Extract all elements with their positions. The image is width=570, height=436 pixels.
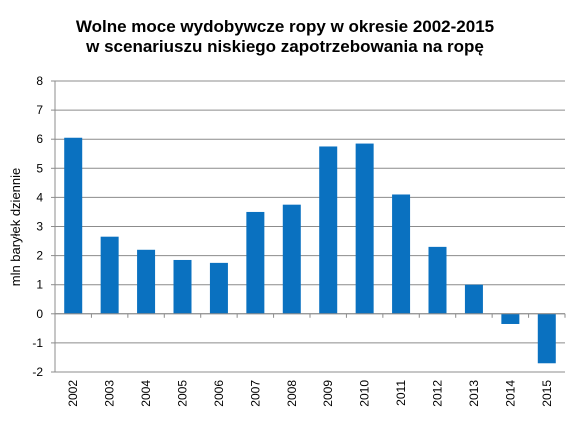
gridlines bbox=[55, 80, 565, 373]
x-tick-label: 2012 bbox=[431, 380, 445, 407]
chart-title-line2: w scenariuszu niskiego zapotrzebowania n… bbox=[86, 37, 484, 56]
bar-2002 bbox=[64, 137, 83, 314]
y-tick-label: 7 bbox=[36, 103, 43, 117]
bars bbox=[64, 137, 556, 364]
x-tick-label: 2002 bbox=[66, 380, 80, 407]
bar-2009 bbox=[319, 146, 338, 314]
axes bbox=[51, 80, 566, 373]
y-tick-label: 1 bbox=[36, 278, 43, 292]
y-tick-labels: -2 -1 0 1 2 3 4 5 6 7 8 bbox=[32, 74, 43, 379]
y-tick-label: 4 bbox=[36, 190, 43, 204]
x-tick-label: 2003 bbox=[103, 380, 117, 407]
bar-2008 bbox=[282, 204, 301, 314]
x-tick-label: 2004 bbox=[139, 380, 153, 407]
y-tick-label: 2 bbox=[36, 249, 43, 263]
x-tick-label: 2015 bbox=[540, 380, 554, 407]
bar-2015 bbox=[537, 313, 556, 364]
y-axis-label: mln baryłek dziennie bbox=[8, 168, 23, 287]
x-tick-label: 2008 bbox=[285, 380, 299, 407]
bar-2006 bbox=[209, 262, 228, 314]
bar-2012 bbox=[428, 246, 447, 314]
x-tick-label: 2013 bbox=[467, 380, 481, 407]
bar-2003 bbox=[100, 236, 119, 314]
y-tick-label: 8 bbox=[36, 74, 43, 88]
x-tick-label: 2009 bbox=[321, 380, 335, 407]
bar-2004 bbox=[137, 249, 156, 314]
bar-2010 bbox=[355, 143, 374, 314]
x-tick-label: 2010 bbox=[358, 380, 372, 407]
x-tick-label: 2011 bbox=[394, 380, 408, 406]
bar-2007 bbox=[246, 211, 265, 314]
x-tick-label: 2007 bbox=[248, 380, 262, 407]
y-tick-label: 6 bbox=[36, 132, 43, 146]
bar-2014 bbox=[501, 313, 520, 324]
bar-2005 bbox=[173, 259, 192, 314]
chart-title-line1: Wolne moce wydobywcze ropy w okresie 200… bbox=[75, 17, 495, 36]
bar-2013 bbox=[464, 284, 483, 314]
x-tick-labels: 2002 2003 2004 2005 2006 2007 2008 2009 2010 2011… bbox=[66, 380, 554, 407]
y-tick-label: -1 bbox=[32, 336, 43, 350]
y-tick-label: -2 bbox=[32, 365, 43, 379]
x-tick-label: 2005 bbox=[176, 380, 190, 407]
bar-2011 bbox=[392, 194, 411, 314]
y-tick-label: 3 bbox=[36, 220, 43, 234]
y-tick-label: 5 bbox=[36, 161, 43, 175]
x-tick-label: 2006 bbox=[212, 380, 226, 407]
y-tick-label: 0 bbox=[36, 307, 43, 321]
x-tick-label: 2014 bbox=[503, 380, 517, 407]
